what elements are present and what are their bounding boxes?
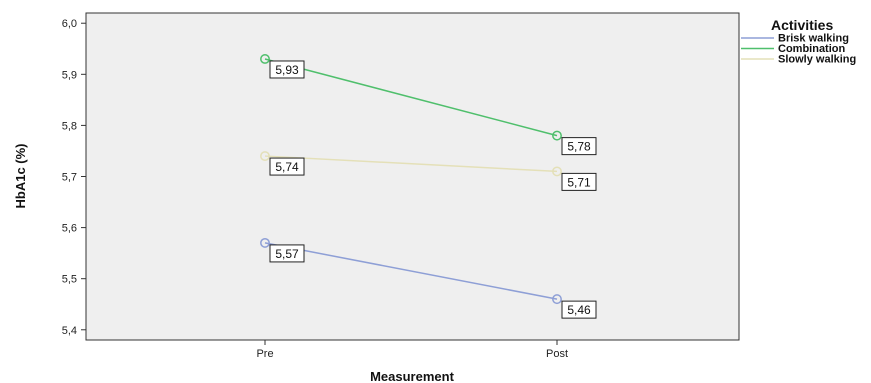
data-label-box — [561, 137, 597, 156]
data-label-text: 5,74 — [275, 160, 299, 174]
x-axis: Pre Post — [256, 340, 568, 360]
y-tick-label: 5,6 — [62, 223, 77, 235]
data-label: 5,46 — [561, 300, 597, 319]
plot-area — [85, 12, 740, 341]
series-layer — [260, 54, 562, 305]
data-label: 5,93 — [269, 60, 305, 79]
legend-item-label: Brisk walking — [778, 33, 849, 45]
data-label: 5,78 — [561, 137, 597, 156]
y-tick-label: 5,8 — [62, 120, 77, 132]
data-label-box — [561, 300, 597, 319]
data-label: 5,74 — [269, 157, 305, 176]
data-point — [260, 151, 270, 162]
data-label-text: 5,78 — [567, 140, 591, 154]
data-point — [552, 294, 562, 305]
data-label-box — [561, 172, 597, 191]
y-tick-label: 5,5 — [62, 274, 77, 286]
data-point — [552, 166, 562, 177]
x-axis-title: Measurement — [370, 369, 454, 383]
data-label-box — [269, 157, 305, 176]
y-tick-label: 6,0 — [62, 18, 77, 30]
data-point — [260, 237, 270, 248]
y-axis: 5,4 5,5 5,6 5,7 5,8 5,9 6,0 — [62, 18, 86, 337]
data-point — [260, 54, 270, 64]
data-label: 5,57 — [269, 244, 305, 263]
x-tick-label: Post — [546, 348, 568, 360]
series-line-slowly-walking — [264, 155, 558, 173]
data-point — [552, 130, 562, 141]
x-tick-label: Pre — [256, 348, 273, 360]
legend-title: Activities — [771, 17, 833, 33]
data-label-text: 5,46 — [567, 303, 591, 317]
data-label: 5,71 — [561, 172, 597, 191]
data-label-text: 5,57 — [275, 247, 299, 261]
data-label-box — [269, 60, 305, 79]
y-tick-label: 5,9 — [62, 69, 77, 81]
y-tick-label: 5,4 — [62, 325, 77, 337]
data-label-layer: 5,57 5,46 5,93 5,78 5,74 5,71 — [269, 60, 597, 319]
series-line-brisk-walking — [264, 242, 558, 300]
data-label-text: 5,93 — [275, 63, 299, 77]
series-line-combination — [264, 58, 558, 137]
legend-item-label: Slowly walking — [778, 54, 856, 66]
legend: Activities Brisk walkingCombinationSlowl… — [741, 17, 856, 66]
y-axis-title: HbA1c (%) — [13, 143, 28, 208]
legend-item-label: Combination — [778, 43, 845, 55]
data-label-text: 5,71 — [567, 175, 591, 189]
y-tick-label: 5,7 — [62, 172, 77, 184]
data-label-box — [269, 244, 305, 263]
